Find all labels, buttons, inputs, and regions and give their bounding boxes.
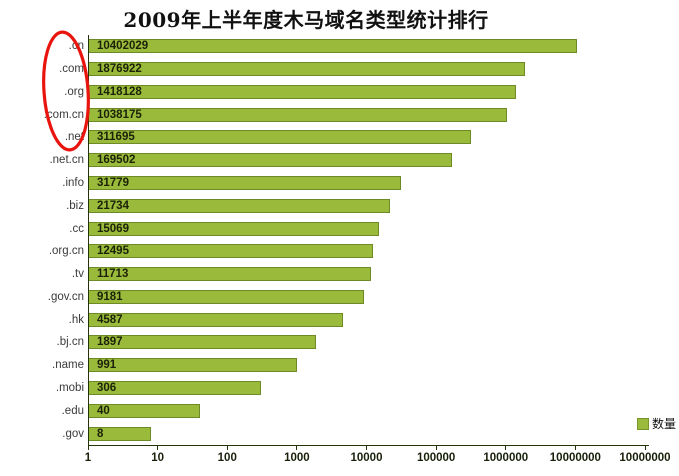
bar-value-label: 1038175 — [97, 108, 142, 121]
category-label: .com.cn — [43, 108, 84, 121]
bar-value-label: 8 — [97, 427, 104, 440]
bar-row: .org.cn 12495 — [0, 240, 679, 263]
bar-value-label: 311695 — [97, 131, 135, 144]
y-axis-line — [88, 35, 89, 445]
x-tick-mark — [574, 446, 576, 450]
bar-row: .mobi 306 — [0, 377, 679, 400]
x-tick-mark — [366, 446, 367, 450]
bar-value-label: 1876922 — [97, 63, 142, 76]
bar-biz: 21734 — [88, 198, 390, 213]
bar-value-label: 12495 — [97, 245, 129, 258]
bar-info: 31779 — [88, 176, 402, 191]
bar-row: .net 311695 — [0, 126, 679, 149]
bar-value-label: 9181 — [97, 290, 123, 303]
bar-row: .edu 40 — [0, 399, 679, 422]
legend-label: 数量 — [652, 417, 677, 431]
category-label: .org — [64, 85, 84, 98]
category-label: .net — [64, 131, 84, 144]
x-tick-mark — [157, 446, 159, 450]
bar-row: .hk 4587 — [0, 308, 679, 331]
legend-swatch-icon — [637, 417, 649, 430]
legend: 数量 — [637, 415, 676, 432]
category-label: .tv — [71, 268, 84, 281]
x-tick-mark — [87, 446, 89, 450]
x-tick-label: 1000000 — [483, 452, 529, 464]
bar-cc: 15069 — [88, 221, 379, 236]
bar-bjcn: 1897 — [88, 335, 317, 350]
category-label: .biz — [66, 199, 84, 212]
x-tick-label: 10 — [151, 452, 165, 464]
category-label: .net.cn — [49, 154, 84, 167]
bar-govcn: 9181 — [88, 289, 364, 304]
x-tick-mark — [435, 446, 437, 450]
bar-hk: 4587 — [88, 312, 343, 327]
category-label: .gov.cn — [47, 290, 84, 303]
bar-edu: 40 — [88, 403, 200, 418]
bar-row: .cc 15069 — [0, 217, 679, 240]
category-label: .name — [52, 359, 84, 372]
chart-title: 2009年上半年度木马域名类型统计排行 — [123, 8, 489, 32]
bar-row: .org 1418128 — [0, 81, 679, 104]
bar-value-label: 21734 — [97, 199, 129, 212]
category-label: .bj.cn — [56, 336, 85, 349]
category-label: .mobi — [55, 382, 84, 395]
bar-gov: 8 — [88, 426, 151, 441]
bar-row: .name 991 — [0, 354, 679, 377]
x-tick-label: 100 — [217, 452, 237, 464]
plot-area: .cn 10402029 .com 1876922 .org 1418128 .com.cn… — [0, 35, 679, 445]
bar-mobi: 306 — [88, 381, 262, 396]
bar-row: .tv 11713 — [0, 263, 679, 286]
category-label: .cn — [68, 40, 84, 53]
category-label: .edu — [61, 404, 84, 417]
category-label: .cc — [69, 222, 84, 235]
x-tick-label: 10000000 — [619, 452, 671, 464]
bar-value-label: 15069 — [97, 222, 129, 235]
x-tick-label: 1000 — [284, 452, 310, 464]
bar-orgcn: 12495 — [88, 244, 374, 259]
category-label: .gov — [62, 427, 84, 440]
bar-row: .info 31779 — [0, 172, 679, 195]
x-tick-mark — [226, 446, 228, 450]
x-tick-label: 1 — [84, 452, 92, 464]
bar-row: .bj.cn 1897 — [0, 331, 679, 354]
bar-net: 311695 — [88, 130, 471, 145]
bar-value-label: 4587 — [97, 313, 123, 326]
bar-row: .gov.cn 9181 — [0, 286, 679, 309]
x-axis-line — [88, 445, 649, 446]
bar-com: 1876922 — [88, 62, 525, 77]
bar-value-label: 1418128 — [97, 85, 142, 98]
x-tick-mark — [296, 446, 298, 450]
x-tick-label: 100000 — [416, 452, 456, 464]
category-label: .org.cn — [48, 245, 84, 258]
bar-value-label: 40 — [97, 404, 110, 417]
bar-value-label: 31779 — [97, 177, 129, 190]
bar-name: 991 — [88, 358, 297, 373]
bar-row: .gov 8 — [0, 422, 679, 445]
category-label: .com — [59, 63, 84, 76]
x-tick-mark — [644, 446, 646, 450]
bar-netcn: 169502 — [88, 153, 453, 168]
bar-value-label: 1897 — [97, 336, 123, 349]
bar-row: .com.cn 1038175 — [0, 103, 679, 126]
bar-value-label: 991 — [97, 359, 117, 372]
bar-value-label: 10402029 — [97, 40, 149, 53]
category-label: .info — [62, 177, 84, 190]
bar-cn: 10402029 — [88, 39, 577, 54]
bar-comcn: 1038175 — [88, 107, 507, 122]
bar-row: .net.cn 169502 — [0, 149, 679, 172]
bar-value-label: 306 — [97, 382, 117, 395]
bar-row: .biz 21734 — [0, 194, 679, 217]
bar-org: 1418128 — [88, 84, 517, 99]
bar-row: .com 1876922 — [0, 58, 679, 81]
x-tick-mark — [505, 446, 507, 450]
x-tick-label: 10000 — [350, 452, 383, 464]
x-tick-label: 10000000 — [549, 452, 601, 464]
bar-value-label: 169502 — [97, 154, 136, 167]
bar-value-label: 11713 — [97, 268, 129, 281]
bar-row: .cn 10402029 — [0, 35, 679, 58]
category-label: .hk — [68, 313, 84, 326]
bar-tv: 11713 — [88, 267, 372, 282]
